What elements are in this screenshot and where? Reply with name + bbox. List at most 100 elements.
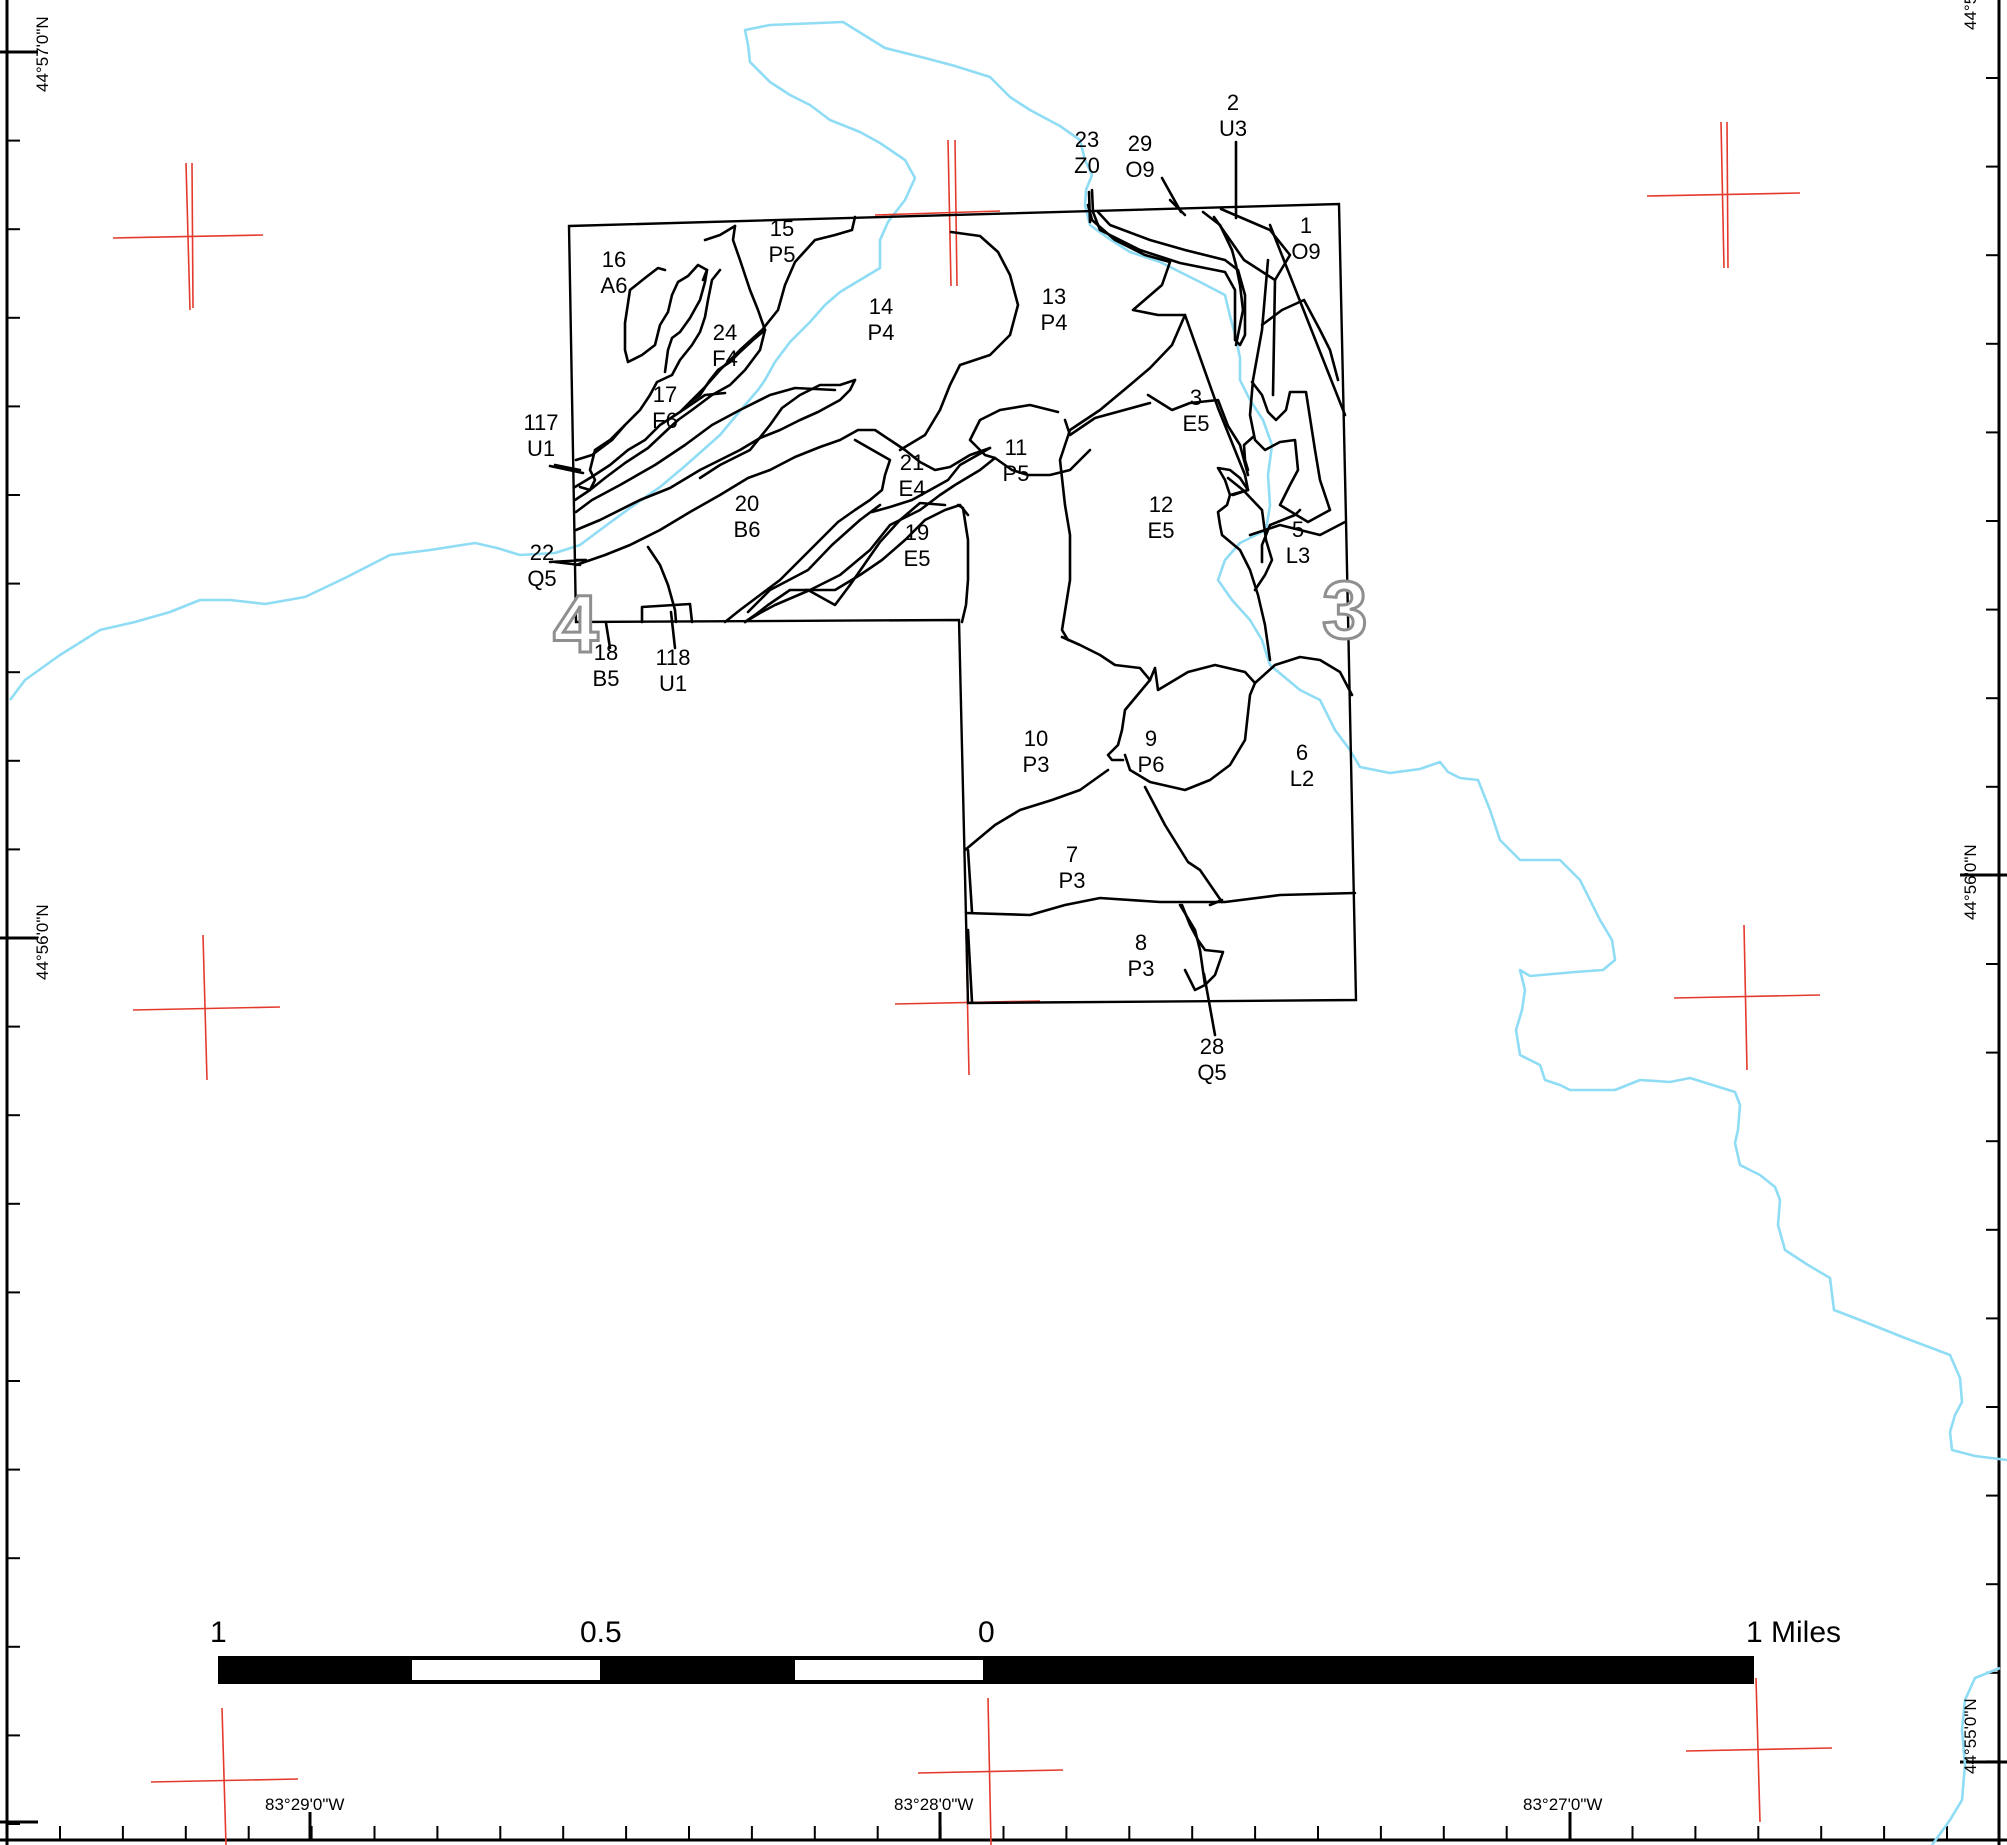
soil-unit-label: 21 E4	[899, 450, 926, 501]
soil-unit-label: 8 P3	[1128, 930, 1155, 981]
soil-unit-id: 19	[905, 520, 929, 545]
soil-unit-code: P3	[1023, 752, 1050, 777]
soil-unit-label: 6 L2	[1290, 740, 1314, 791]
soil-unit-code: Q5	[527, 566, 556, 591]
soil-unit-code: P5	[769, 242, 796, 267]
soil-unit-id: 20	[735, 491, 759, 516]
soil-unit-id: 14	[869, 294, 893, 319]
soil-unit-code: P5	[1003, 461, 1030, 486]
soil-unit-label: 12 E5	[1148, 492, 1175, 543]
lat-label: 44°57'0"N	[33, 16, 52, 92]
soil-unit-label: 1 O9	[1291, 213, 1320, 264]
soil-unit-label: 19 E5	[904, 520, 931, 571]
survey-area-outline	[567, 202, 1358, 1005]
soil-unit-code: O9	[1125, 157, 1154, 182]
soil-unit-id: 11	[1005, 435, 1028, 460]
scale-label: 0.5	[580, 1616, 622, 1649]
soil-unit-label: 7 P3	[1059, 842, 1086, 893]
soil-unit-id: 16	[602, 247, 626, 272]
soil-unit-id: 29	[1128, 131, 1152, 156]
soil-unit-code: U1	[659, 671, 687, 696]
grid-crosses	[112, 121, 1833, 1845]
lon-label: 83°29'0"W	[265, 1795, 344, 1814]
lon-label: 83°28'0"W	[894, 1795, 973, 1814]
soil-unit-code: P3	[1059, 868, 1086, 893]
soil-unit-id: 24	[713, 320, 737, 345]
soil-unit-id: 118	[655, 645, 690, 670]
soil-unit-id: 23	[1075, 127, 1099, 152]
soil-unit-code: O9	[1291, 239, 1320, 264]
scale-label: 1	[210, 1616, 227, 1649]
soil-unit-id: 13	[1042, 284, 1066, 309]
soil-unit-code: Z0	[1074, 153, 1100, 178]
lat-label: 44°5	[1961, 0, 1980, 30]
grid-cross	[112, 162, 264, 311]
soil-unit-code: P4	[1041, 310, 1068, 335]
soil-unit-id: 117	[523, 410, 558, 435]
soil-unit-id: 22	[530, 540, 554, 565]
soil-unit-id: 17	[653, 382, 677, 407]
soil-unit-code: E5	[904, 546, 931, 571]
section-numbers: 4 3	[552, 564, 1370, 672]
soil-unit-id: 18	[594, 640, 618, 665]
soil-unit-code: U1	[527, 436, 555, 461]
grid-cross	[132, 934, 281, 1081]
bottom-ticks	[59, 1812, 1948, 1840]
soil-unit-id: 1	[1300, 213, 1312, 238]
scale-label: 1 Miles	[1746, 1616, 1841, 1649]
soil-unit-label: 10 P3	[1023, 726, 1050, 777]
soil-unit-id: 3	[1190, 385, 1202, 410]
soil-unit-label: 16 A6	[601, 247, 628, 298]
soil-unit-label: 13 P4	[1041, 284, 1068, 335]
soil-unit-label: 29 O9	[1125, 131, 1154, 182]
soil-unit-id: 28	[1200, 1034, 1224, 1059]
soil-unit-label: 15 P5	[769, 216, 796, 267]
soil-unit-code: F4	[712, 346, 738, 371]
soil-unit-id: 21	[900, 450, 924, 475]
soil-unit-code: E4	[899, 476, 926, 501]
soil-unit-label: 23 Z0	[1074, 127, 1100, 178]
soil-unit-label: 14 P4	[868, 294, 895, 345]
soil-unit-label: 11 P5	[1003, 435, 1030, 486]
soil-unit-label: 118 U1	[655, 645, 690, 696]
grid-cross	[1685, 1677, 1833, 1823]
lat-label: 44°56'0"N	[33, 904, 52, 980]
soil-unit-code: L2	[1290, 766, 1314, 791]
soil-unit-id: 7	[1066, 842, 1078, 867]
grid-cross	[874, 139, 1001, 287]
section-number: 4	[553, 579, 599, 670]
grid-cross	[150, 1707, 299, 1845]
soil-unit-label: 2 U3	[1219, 90, 1247, 141]
soil-unit-label: 5 L3	[1286, 517, 1310, 568]
scale-label: 0	[978, 1616, 995, 1649]
left-ticks	[0, 50, 38, 1825]
soil-unit-id: 10	[1024, 726, 1048, 751]
soil-unit-label: 18 B5	[593, 640, 620, 691]
soil-unit-code: E5	[1183, 411, 1210, 436]
soil-unit-code: Q5	[1197, 1060, 1226, 1085]
soil-unit-code: F6	[652, 408, 678, 433]
soil-unit-code: P6	[1138, 752, 1165, 777]
soil-unit-code: P3	[1128, 956, 1155, 981]
soil-unit-label: 117 U1	[523, 410, 558, 461]
right-ticks	[1960, 77, 2007, 1764]
grid-cross	[917, 1697, 1064, 1845]
grid-cross	[1646, 121, 1801, 269]
soil-unit-code: E5	[1148, 518, 1175, 543]
soil-unit-code: U3	[1219, 116, 1247, 141]
soil-unit-label: 20 B6	[734, 491, 761, 542]
lat-label: 44°55'0"N	[1961, 1698, 1980, 1774]
coordinate-labels: 44°57'0"N 44°56'0"N 44°56'0"N 44°55'0"N …	[33, 0, 1980, 1814]
soil-unit-label: 22 Q5	[527, 540, 556, 591]
grid-cross	[1673, 924, 1821, 1071]
soil-unit-label: 24 F4	[712, 320, 738, 371]
label-leaders	[548, 140, 1238, 1037]
soil-unit-label: 9 P6	[1138, 726, 1165, 777]
soil-unit-id: 5	[1292, 517, 1304, 542]
section-number: 3	[1322, 565, 1368, 656]
soil-unit-id: 15	[770, 216, 794, 241]
lon-label: 83°27'0"W	[1523, 1795, 1602, 1814]
